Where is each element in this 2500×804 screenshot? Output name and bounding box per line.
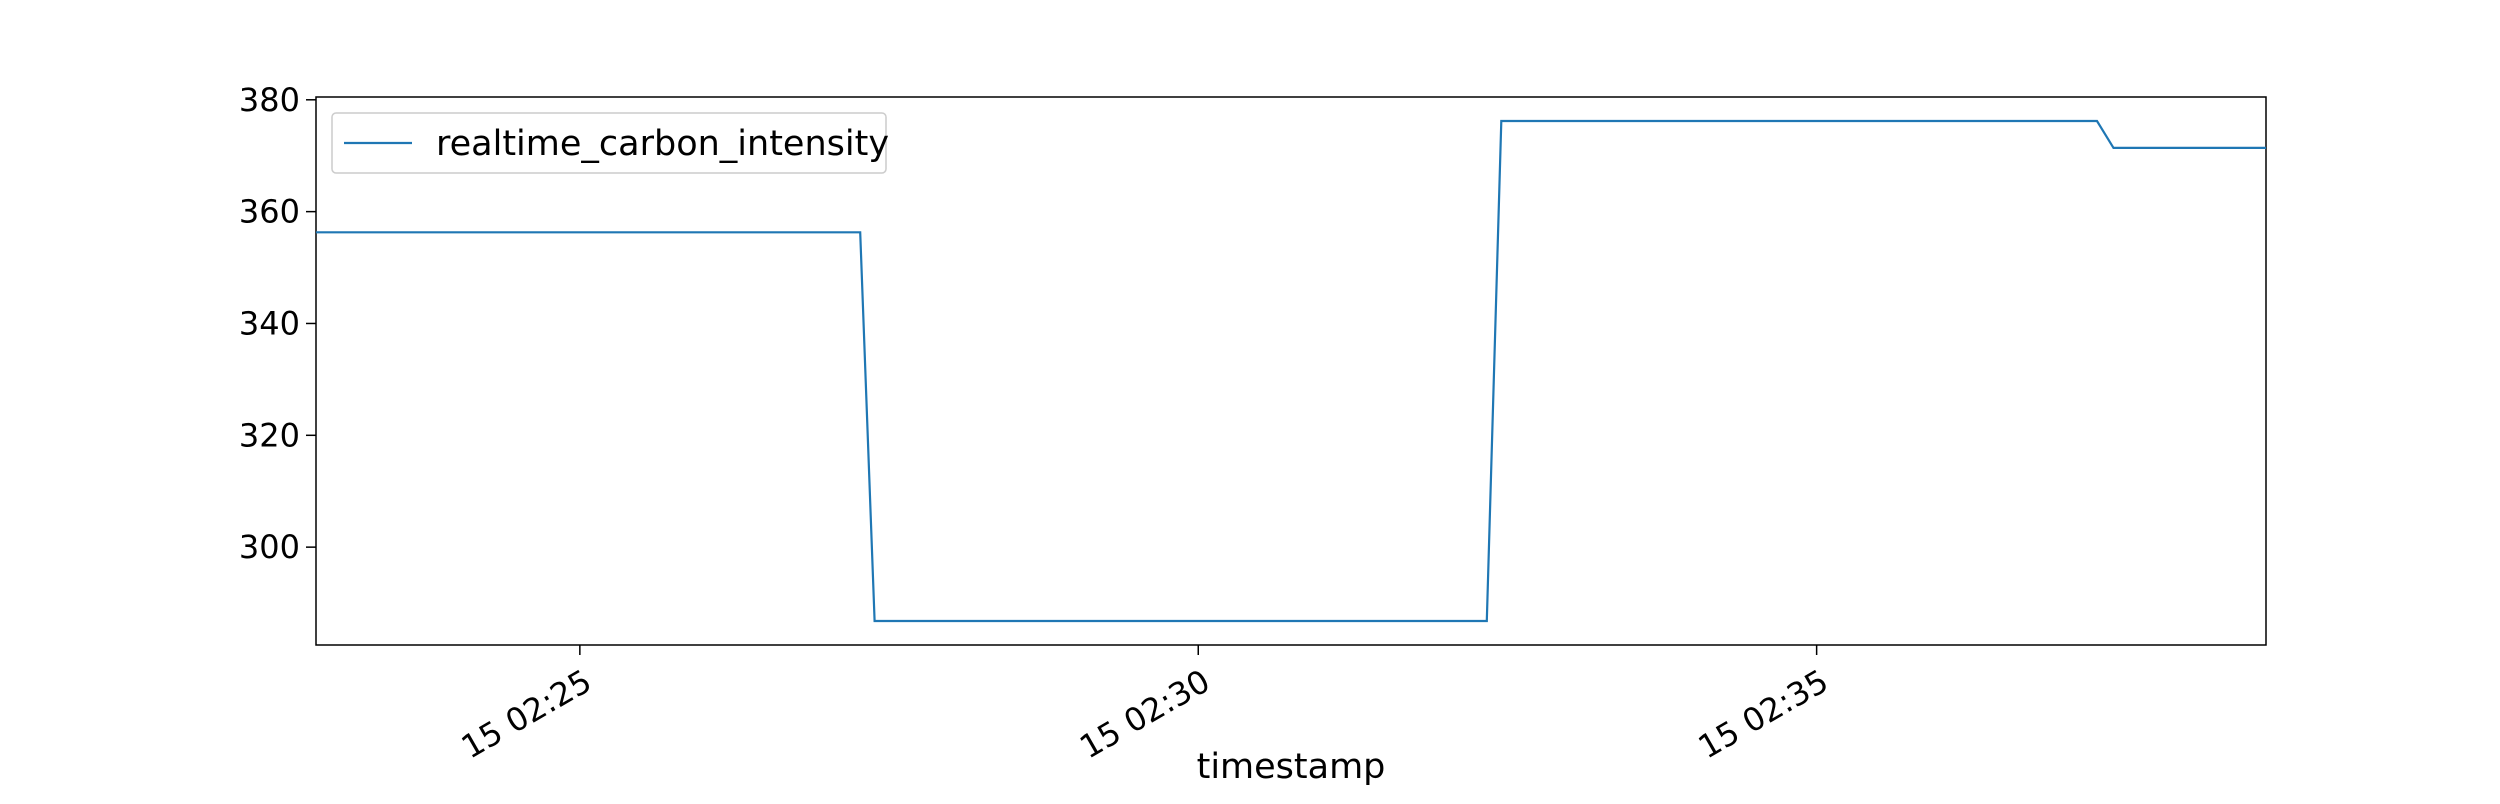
y-tick-label: 340 [239,304,300,342]
legend-label: realtime_carbon_intensity [436,124,889,164]
x-axis-title: timestamp [1197,747,1386,787]
plot-area [315,96,2267,646]
y-tick-label: 360 [239,193,300,231]
x-tick-label: 15 02:35 [1692,662,1835,766]
y-axis: 300 320 340 360 380 [239,81,316,566]
plot-frame [315,96,2267,646]
series-line-0 [316,119,2266,623]
legend-box [331,112,887,174]
x-tick-label: 15 02:25 [455,662,598,766]
y-tick-label: 380 [239,81,300,119]
x-axis: 15 02:25 15 02:30 15 02:35 [455,645,1835,766]
x-tick-label: 15 02:30 [1073,662,1216,766]
series-layer [316,119,2266,623]
y-tick-label: 300 [239,528,300,566]
y-tick-label: 320 [239,416,300,454]
legend: realtime_carbon_intensity [331,112,889,174]
